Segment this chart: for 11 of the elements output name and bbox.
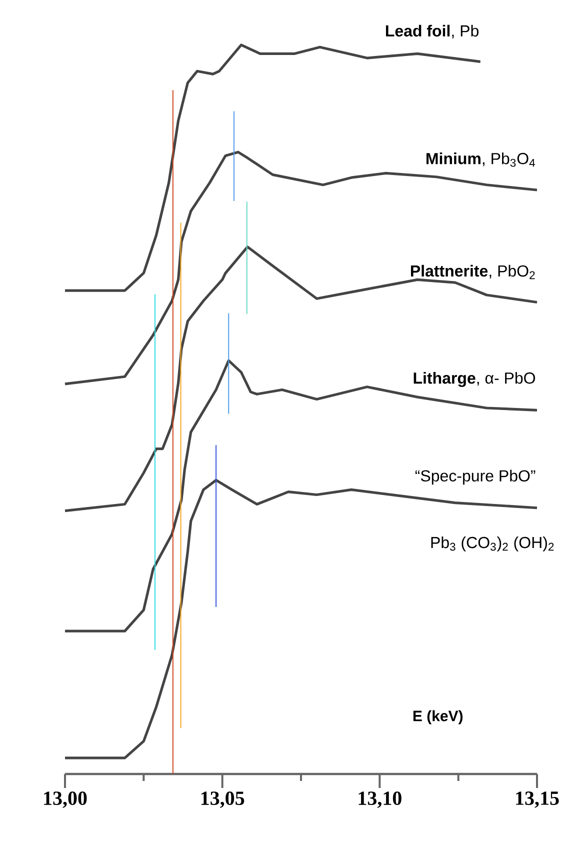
series-label: Minium, Pb$_{3}$O$_{4}$ — [426, 152, 535, 167]
series-label: “Spec-pure PbO” — [415, 470, 536, 485]
x-tick-label: 13,15 — [516, 792, 559, 808]
x-axis-title: E (keV) — [413, 710, 463, 724]
series-label: Lead foil, Pb — [386, 24, 478, 38]
x-tick-label: 13,05 — [201, 792, 244, 808]
series-label: Plattnerite, PbO$_{2}$ — [410, 264, 535, 280]
series-label: Litharge, α- PbO — [414, 372, 536, 387]
x-tick-label: 13,00 — [44, 792, 87, 808]
annotation: Pb$_{3}$ (CO$_{3}$)$_{2}$ (OH)$_{2}$ — [431, 536, 554, 552]
x-tick-label: 13,10 — [358, 792, 402, 808]
